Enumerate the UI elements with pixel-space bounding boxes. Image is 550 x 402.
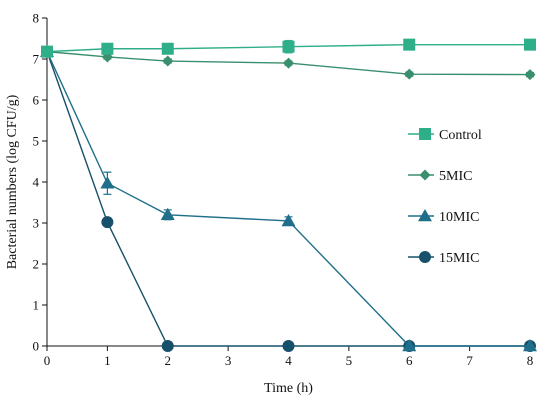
legend: Control 5MIC 10MIC 15MIC xyxy=(408,128,482,266)
legend-label: Control xyxy=(439,128,482,143)
x-tick-label: 1 xyxy=(104,353,111,368)
x-tick-label: 2 xyxy=(165,353,172,368)
y-tick-label: 8 xyxy=(33,11,40,26)
y-tick-label: 7 xyxy=(33,52,40,67)
data-point-control xyxy=(403,38,416,51)
data-point-5mic xyxy=(162,55,174,67)
data-point-10mic xyxy=(523,339,537,352)
legend-label: 5MIC xyxy=(439,169,472,184)
data-point-10mic xyxy=(160,207,175,221)
legend-marker-control xyxy=(419,128,431,140)
x-tick-label: 7 xyxy=(466,353,473,368)
data-point-15mic xyxy=(101,216,114,229)
y-tick-label: 6 xyxy=(33,93,40,108)
legend-label: 10MIC xyxy=(439,210,479,225)
y-tick-label: 1 xyxy=(33,298,40,313)
data-point-15mic xyxy=(161,340,174,352)
x-tick-label: 5 xyxy=(346,353,353,368)
y-tick-label: 2 xyxy=(33,257,40,272)
series-15mic xyxy=(41,45,536,352)
x-axis-label: Time (h) xyxy=(264,381,313,396)
data-point-5mic xyxy=(524,69,536,81)
legend-item-5mic: 5MIC xyxy=(408,169,472,184)
data-point-control xyxy=(101,42,114,55)
series-line-5mic xyxy=(46,50,531,76)
data-point-control xyxy=(161,42,174,55)
legend-marker-5mic xyxy=(419,169,431,181)
series-layer xyxy=(40,38,537,352)
series-control xyxy=(41,38,536,58)
x-tick-label: 8 xyxy=(527,353,534,368)
x-tick-label: 0 xyxy=(44,353,51,368)
legend-label: 15MIC xyxy=(439,251,479,266)
data-point-10mic xyxy=(402,339,417,352)
data-point-10mic xyxy=(281,213,296,227)
data-point-10mic xyxy=(100,176,115,189)
legend-marker-15mic xyxy=(419,251,431,263)
data-point-control xyxy=(524,38,536,51)
series-10mic xyxy=(40,44,537,352)
legend-item-control: Control xyxy=(408,128,482,143)
data-point-15mic xyxy=(282,340,295,352)
y-tick-label: 3 xyxy=(33,216,40,231)
x-tick-label: 6 xyxy=(406,353,413,368)
legend-marker-10mic xyxy=(418,209,432,222)
x-tick-label: 3 xyxy=(225,353,232,368)
y-axis-label: Bacterial numbers (log CFU/g) xyxy=(5,94,20,269)
data-point-5mic xyxy=(283,57,294,69)
series-line-control xyxy=(46,43,530,53)
data-point-control xyxy=(282,40,295,53)
y-tick-label: 5 xyxy=(33,134,40,149)
x-tick-label: 4 xyxy=(285,353,292,368)
legend-item-15mic: 15MIC xyxy=(408,251,479,266)
data-point-control xyxy=(41,45,53,58)
data-point-5mic xyxy=(403,68,415,80)
y-tick-label: 0 xyxy=(33,339,40,354)
y-tick-label: 4 xyxy=(33,175,40,190)
series-line-10mic xyxy=(46,51,530,347)
y-ticks: 0 1 2 3 4 5 6 7 8 xyxy=(33,11,47,354)
legend-item-10mic: 10MIC xyxy=(408,209,479,225)
series-line-15mic xyxy=(46,51,530,347)
